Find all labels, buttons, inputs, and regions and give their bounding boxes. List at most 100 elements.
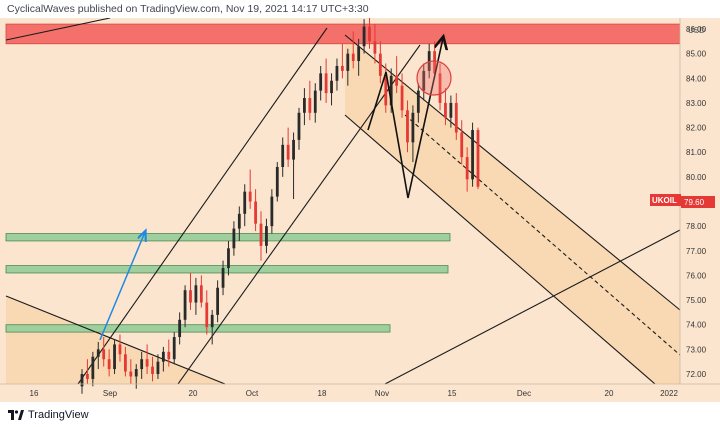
last-price-label: 79.60 — [684, 198, 705, 207]
candle-body — [134, 369, 138, 377]
tradingview-logo[interactable]: TradingView — [8, 409, 89, 421]
candle-body — [259, 223, 263, 246]
y-tick-label: 82.00 — [686, 124, 707, 133]
candle-body — [194, 285, 198, 303]
candle-body — [313, 90, 317, 113]
y-tick-label: 85.00 — [686, 50, 707, 59]
candle-body — [438, 73, 442, 103]
candle-body — [254, 201, 257, 224]
candle-body — [216, 287, 220, 315]
y-tick-label: 74.00 — [686, 321, 707, 330]
descending-channel-median — [404, 114, 681, 356]
candle-body — [140, 359, 144, 370]
candle-body — [324, 73, 328, 94]
ascending-channel-lower — [177, 44, 421, 385]
candle-body — [113, 344, 116, 370]
y-tick-label: 78.00 — [686, 222, 707, 231]
candle-body — [270, 196, 274, 227]
candle-body — [107, 359, 111, 370]
y-tick-label: 72.00 — [686, 370, 707, 379]
candle-body — [368, 26, 371, 42]
footer: TradingView — [0, 402, 720, 427]
ascending-channel-upper — [77, 27, 328, 385]
time-axis[interactable]: 16 Sep 20 Oct 18 Nov 15 Dec 20 2022 — [30, 389, 679, 398]
candle-body — [183, 290, 187, 320]
x-tick-label: Nov — [375, 389, 389, 398]
x-tick-label: 20 — [189, 389, 198, 398]
y-tick-label: 80.00 — [686, 173, 707, 182]
price-axis[interactable]: 86.0085.0084.0083.0082.0081.0080.0079.00… — [686, 25, 707, 379]
upper-left-trendline — [5, 18, 111, 41]
support-zone — [5, 233, 451, 242]
candle-body — [221, 268, 225, 288]
candle-body — [86, 374, 89, 379]
x-tick-label: 16 — [30, 389, 39, 398]
candle-body — [248, 191, 252, 202]
candle-body — [172, 337, 176, 360]
candle-body — [129, 371, 133, 377]
y-tick-label: 73.00 — [686, 345, 707, 354]
x-tick-label: Dec — [517, 389, 531, 398]
symbol-label: UKOIL — [652, 196, 677, 205]
y-tick-label: 81.00 — [686, 148, 707, 157]
candle-body — [308, 98, 312, 113]
x-tick-label: 15 — [448, 389, 457, 398]
candle-body — [357, 46, 361, 62]
x-tick-label: 2022 — [660, 389, 678, 398]
candle-body — [123, 354, 127, 372]
candle-body — [444, 102, 447, 118]
candle-body — [227, 248, 230, 269]
candle-body — [476, 130, 480, 187]
lower-left-channel-top — [5, 295, 226, 385]
x-tick-label: Oct — [246, 389, 259, 398]
candle-body — [286, 144, 290, 160]
chart-frame[interactable]: 86.0085.0084.0083.0082.0081.0080.0079.00… — [0, 18, 720, 402]
y-tick-label: 77.00 — [686, 247, 707, 256]
descending-channel-lower — [344, 114, 656, 385]
trend-lines — [5, 18, 681, 385]
candle-body — [378, 53, 382, 76]
candle-body — [335, 65, 339, 81]
candles-layer — [80, 18, 480, 394]
wave-arrow-blue — [99, 232, 145, 341]
candle-body — [422, 70, 426, 91]
candle-body — [389, 75, 393, 106]
candle-body — [145, 359, 149, 367]
candle-body — [161, 351, 165, 362]
candle-body — [395, 75, 399, 86]
candle-body — [205, 302, 209, 328]
candle-body — [427, 51, 431, 71]
x-tick-label: 18 — [318, 389, 327, 398]
candle-body — [351, 53, 355, 62]
candle-body — [330, 80, 333, 94]
x-tick-label: Sep — [103, 389, 118, 398]
x-tick-label: 20 — [605, 389, 614, 398]
candle-body — [189, 290, 192, 303]
candle-body — [465, 157, 469, 180]
candle-body — [384, 75, 388, 106]
candle-body — [275, 167, 279, 197]
publisher-header: CyclicalWaves published on TradingView.c… — [0, 0, 720, 18]
candle-body — [232, 228, 236, 249]
y-tick-label: 86.00 — [686, 25, 707, 34]
candle-body — [156, 361, 160, 374]
candle-body — [167, 351, 171, 360]
candle-body — [80, 374, 84, 387]
candle-body — [411, 112, 415, 143]
top-highlight-circle — [416, 60, 452, 96]
candle-body — [297, 112, 301, 140]
resistance-zone — [5, 23, 681, 45]
candle-body — [319, 73, 323, 91]
last-price-badge — [681, 196, 715, 208]
tradingview-brand: TradingView — [28, 408, 89, 421]
y-tick-label: 76.00 — [686, 271, 707, 280]
candle-body — [265, 226, 268, 246]
chart-svg[interactable]: 86.0085.0084.0083.0082.0081.0080.0079.00… — [0, 18, 720, 402]
candle-body — [460, 132, 464, 158]
candle-body — [243, 191, 247, 214]
y-tick-label: 84.00 — [686, 74, 707, 83]
candle-body — [102, 349, 106, 360]
candle-body — [303, 98, 306, 113]
candle-body — [471, 130, 474, 180]
candle-body — [346, 53, 350, 71]
